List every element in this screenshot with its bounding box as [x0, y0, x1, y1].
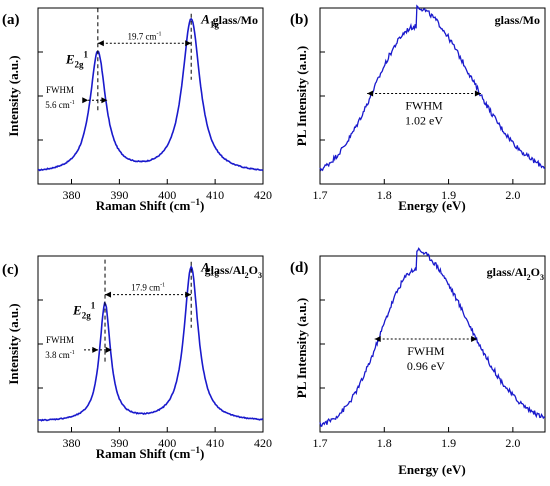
x-tick-label: 380 [63, 436, 81, 450]
panel-d: 1.7 1.8 1.9 2.0 (d) glass/Al2O3 Energy (eV)… [290, 247, 546, 477]
x-tick-label: 420 [254, 188, 272, 202]
sample-label: glass/Mo [213, 13, 258, 27]
sample-label: glass/Mo [495, 13, 540, 27]
x-tick-label: 380 [63, 188, 81, 202]
x-tick-label: 1.9 [441, 436, 456, 450]
y-axis-label: Intensity (a.u.) [6, 303, 21, 384]
x-tick-label: 1.9 [441, 188, 456, 202]
x-tick-label: 2.0 [505, 188, 520, 202]
fwhm-label: FWHM [405, 98, 443, 112]
x-tick-label: 400 [158, 436, 176, 450]
fwhm-value: 5.6 cm-1 [45, 100, 75, 110]
fwhm-value: 0.96 eV [407, 359, 445, 373]
panel-b: 1.7 1.8 1.9 2.0 (b) glass/Mo Energy (eV) PL… [290, 4, 546, 213]
x-tick-label: 390 [110, 188, 128, 202]
fwhm-label: FWHM [407, 344, 445, 358]
x-tick-label: 410 [206, 436, 224, 450]
y-axis-label: Intensity (a.u.) [6, 55, 21, 136]
panel-label: (c) [2, 262, 19, 278]
separation-label: 19.7 cm-1 [128, 31, 162, 41]
panel-label: (d) [290, 260, 308, 276]
x-axis-ticks: 380 390 400 410 420 [63, 179, 272, 202]
separation-label: 17.9 cm-1 [131, 283, 165, 293]
x-axis-label: Raman Shift (cm−1) [96, 197, 205, 213]
plot-frame [319, 7, 546, 185]
panel-c: 380 390 400 410 420 (c) glass/Al2O3 Raman Sh… [2, 255, 272, 461]
x-axis-label: Raman Shift (cm−1) [96, 445, 205, 461]
sample-label: glass/Al2O3 [205, 263, 262, 280]
pl-spectrum-line [319, 4, 546, 172]
x-axis-label: Energy (eV) [398, 198, 466, 213]
sample-label: glass/Al2O3 [487, 265, 544, 282]
y-axis-ticks [38, 51, 43, 141]
panel-label: (a) [2, 12, 20, 28]
fwhm-arrowheads [92, 346, 112, 353]
fwhm-label: FWHM [46, 85, 74, 95]
x-axis-ticks: 1.7 1.8 1.9 2.0 [313, 179, 520, 202]
fwhm-value: 3.8 cm-1 [45, 350, 75, 360]
pl-spectrum-line [319, 247, 546, 427]
x-tick-label: 420 [254, 436, 272, 450]
a-peak-label: A1g [200, 260, 219, 278]
x-tick-label: 2.0 [505, 436, 520, 450]
fwhm-arrowheads [82, 97, 108, 104]
fwhm-label: FWHM [46, 335, 74, 345]
x-tick-label: 1.7 [313, 188, 328, 202]
x-tick-label: 1.7 [313, 436, 328, 450]
x-axis-ticks: 1.7 1.8 1.9 2.0 [313, 427, 520, 450]
fwhm-arrowheads [374, 335, 478, 342]
e-peak-label: E2g1 [72, 301, 96, 321]
raman-spectrum-line [37, 17, 264, 172]
x-tick-label: 1.8 [377, 188, 392, 202]
e-peak-label: E2g1 [65, 49, 89, 69]
x-tick-label: 390 [110, 436, 128, 450]
y-axis-label: PL Intensity (a.u.) [294, 46, 309, 146]
x-axis-label: Energy (eV) [398, 462, 466, 477]
panel-a: 380 390 400 410 420 (a) glass/Mo Raman Shift… [2, 7, 272, 213]
fwhm-value: 1.02 eV [405, 113, 443, 127]
y-axis-ticks [320, 51, 325, 141]
x-tick-label: 400 [158, 188, 176, 202]
raman-spectrum-line [37, 264, 264, 422]
x-tick-label: 1.8 [377, 436, 392, 450]
a-peak-label: A1g [200, 12, 219, 30]
x-tick-label: 410 [206, 188, 224, 202]
y-axis-ticks [320, 299, 325, 389]
y-axis-label: PL Intensity (a.u.) [294, 298, 309, 398]
x-axis-ticks: 380 390 400 410 420 [63, 427, 272, 450]
panel-label: (b) [290, 12, 308, 28]
y-axis-ticks [38, 299, 43, 389]
